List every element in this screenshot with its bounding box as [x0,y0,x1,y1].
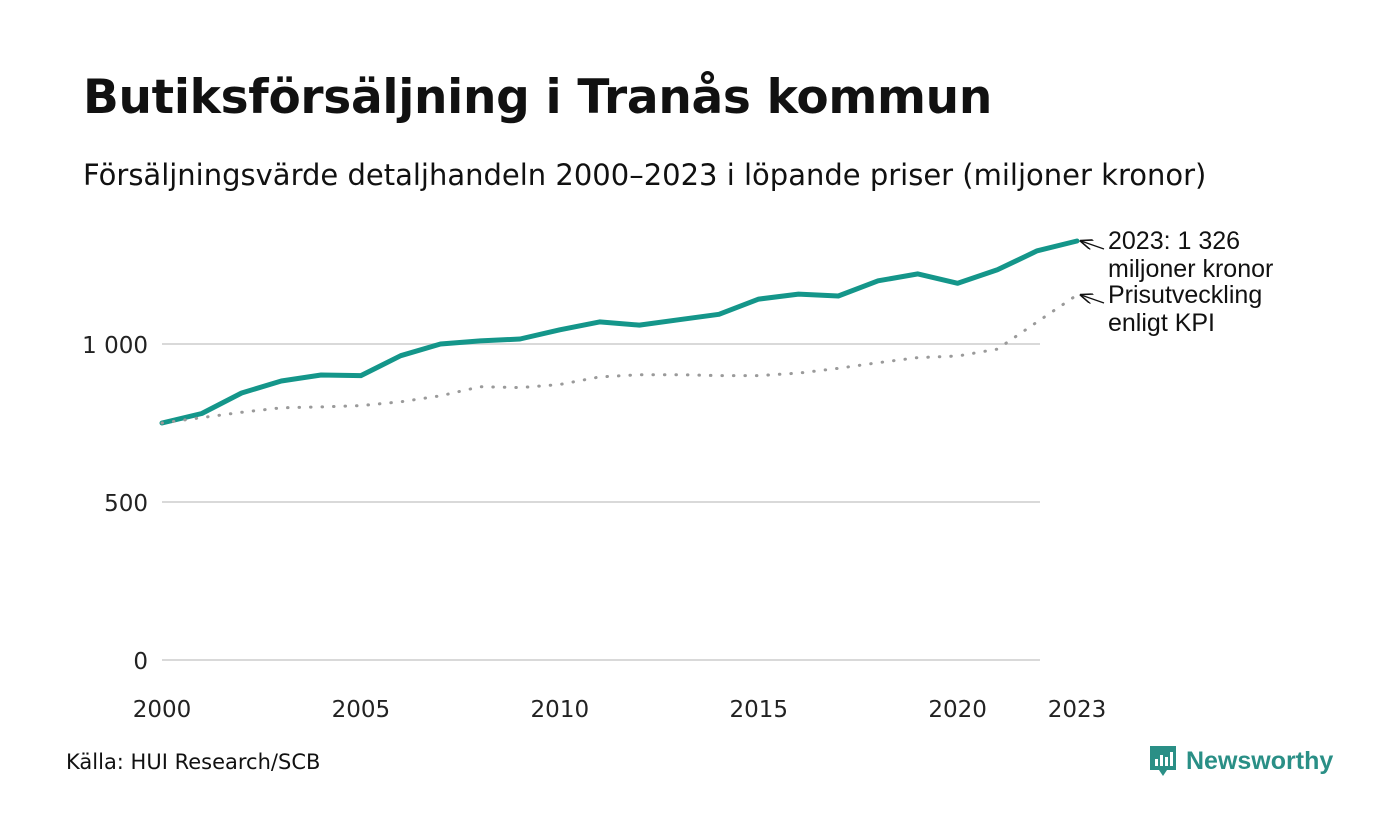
annotation-label: Prisutveckling [1108,281,1262,309]
x-tick-label: 2015 [729,697,788,723]
x-tick-label: 2000 [133,697,192,723]
annotation-label: 2023: 1 326 [1108,227,1240,255]
brand-logo[interactable]: Newsworthy [1148,744,1333,778]
annotation-arrow [1081,295,1105,303]
annotation-arrow [1081,241,1105,249]
y-tick-label: 0 [133,649,148,675]
x-tick-label: 2023 [1048,697,1107,723]
annotation-label: enligt KPI [1108,309,1215,337]
sales-series-line [159,238,1080,426]
brand-name: Newsworthy [1186,746,1334,775]
y-tick-label: 1 000 [82,333,148,359]
x-tick-label: 2005 [332,697,391,723]
x-tick-label: 2010 [531,697,590,723]
annotation-label: miljoner kronor [1108,255,1273,283]
x-tick-label: 2020 [928,697,987,723]
chart-title: Butiksförsäljning i Tranås kommun [83,70,992,125]
source-note: Källa: HUI Research/SCB [66,750,321,774]
kpi-series-line [160,293,1079,425]
y-tick-label: 500 [104,491,148,517]
newsworthy-logo-icon [1150,746,1176,776]
chart-subtitle: Försäljningsvärde detaljhandeln 2000–202… [83,158,1207,192]
